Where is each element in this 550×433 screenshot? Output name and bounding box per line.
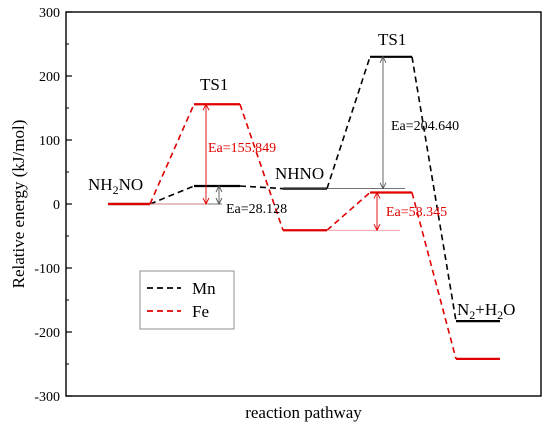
connector-mn-3 bbox=[411, 56, 457, 322]
ea-label-2: Ea=204.640 bbox=[391, 119, 459, 134]
connector-fe-0 bbox=[149, 103, 195, 205]
state-label-2: NHNO bbox=[275, 164, 324, 183]
ea-arrow-mn-ts1-head-top bbox=[215, 184, 223, 193]
y-tick-label: -300 bbox=[34, 390, 60, 405]
connector-fe-3 bbox=[411, 192, 457, 360]
legend-label-fe: Fe bbox=[192, 302, 209, 321]
connector-fe-1 bbox=[239, 103, 284, 231]
state-label-4: N2+H2O bbox=[457, 300, 515, 322]
state-label-0: NH2NO bbox=[88, 175, 143, 197]
y-tick-label: 300 bbox=[39, 6, 60, 21]
y-tick-label: -100 bbox=[34, 262, 60, 277]
connector-mn-1 bbox=[239, 185, 284, 190]
ea-label-0: Ea=155.849 bbox=[208, 141, 276, 156]
legend-box bbox=[139, 270, 235, 330]
y-tick-label: 0 bbox=[53, 198, 60, 213]
x-axis-label: reaction pathway bbox=[245, 403, 362, 422]
ea-arrow-fe-ts2-head-top bbox=[373, 191, 381, 199]
legend-label-mn: Mn bbox=[192, 279, 216, 298]
ea-label-3: Ea=58.345 bbox=[386, 205, 447, 220]
ea-arrow-fe-ts2-head-bottom bbox=[373, 224, 381, 232]
ea-arrow-mn-ts2-head-bottom bbox=[379, 182, 387, 190]
y-axis-label: Relative energy (kJ/mol) bbox=[9, 120, 28, 289]
connector-mn-2 bbox=[326, 56, 371, 189]
state-label-1: TS1 bbox=[200, 75, 228, 94]
y-tick-label: 200 bbox=[39, 70, 60, 85]
connector-fe-2 bbox=[326, 191, 371, 231]
y-tick-label: 100 bbox=[39, 134, 60, 149]
ea-arrow-fe-ts1-head-bottom bbox=[202, 197, 210, 206]
connector-mn-0 bbox=[149, 185, 195, 205]
ea-arrow-mn-ts1-head-bottom bbox=[215, 197, 223, 206]
y-tick-label: -200 bbox=[34, 326, 60, 341]
ea-label-1: Ea=28.128 bbox=[226, 202, 287, 217]
state-label-3: TS1 bbox=[378, 30, 406, 49]
ea-arrow-mn-ts2-head-top bbox=[379, 55, 387, 64]
ea-arrow-fe-ts1-head-top bbox=[202, 103, 210, 111]
